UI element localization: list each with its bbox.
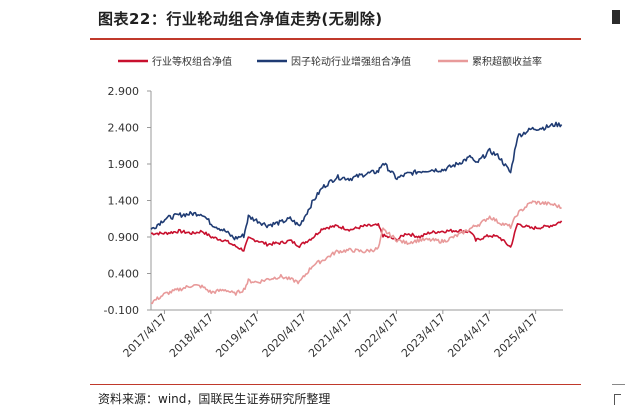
adjacent-title-fragment: [612, 10, 620, 24]
x-tick-label: 2020/4/17: [260, 311, 309, 360]
x-tick-label: 2024/4/17: [445, 311, 494, 360]
y-tick-label: 2.900: [108, 85, 140, 98]
title-rule: [90, 38, 581, 40]
legend-label-3: 累积超额收益率: [472, 55, 542, 68]
chart-title: 图表22：行业轮动组合净值走势(无剔除): [98, 10, 383, 28]
y-tick-label: 2.400: [108, 122, 140, 135]
legend-label-2: 因子轮动行业增强组合净值: [291, 55, 411, 68]
line-chart: -0.100 0.400 0.900 1.400 1.900 2.400 2.900 2017…: [104, 55, 563, 360]
y-tick-label: 1.400: [108, 195, 140, 208]
x-tick-label: 2019/4/17: [213, 311, 262, 360]
series-line-3: [150, 200, 562, 305]
y-tick-label: -0.100: [104, 304, 139, 317]
x-tick-label: 2025/4/17: [492, 311, 541, 360]
x-tick-label: 2017/4/17: [120, 311, 169, 360]
y-tick-label: 0.400: [108, 268, 140, 281]
x-tick-label: 2021/4/17: [306, 311, 355, 360]
series-line-1: [150, 220, 563, 252]
adjacent-source-fragment: [614, 394, 621, 405]
y-tick-label: 1.900: [108, 158, 140, 171]
source-note: 资料来源：wind，国联民生证券研究所整理: [98, 392, 331, 406]
x-tick-label: 2023/4/17: [399, 311, 448, 360]
y-tick-label: 0.900: [108, 231, 140, 244]
x-tick-label: 2022/4/17: [352, 311, 401, 360]
series-line-2: [150, 121, 563, 241]
source-rule: [90, 384, 581, 385]
legend-label-1: 行业等权组合净值: [152, 55, 232, 68]
adjacent-rule-fragment: [612, 384, 625, 385]
x-tick-label: 2018/4/17: [167, 311, 216, 360]
